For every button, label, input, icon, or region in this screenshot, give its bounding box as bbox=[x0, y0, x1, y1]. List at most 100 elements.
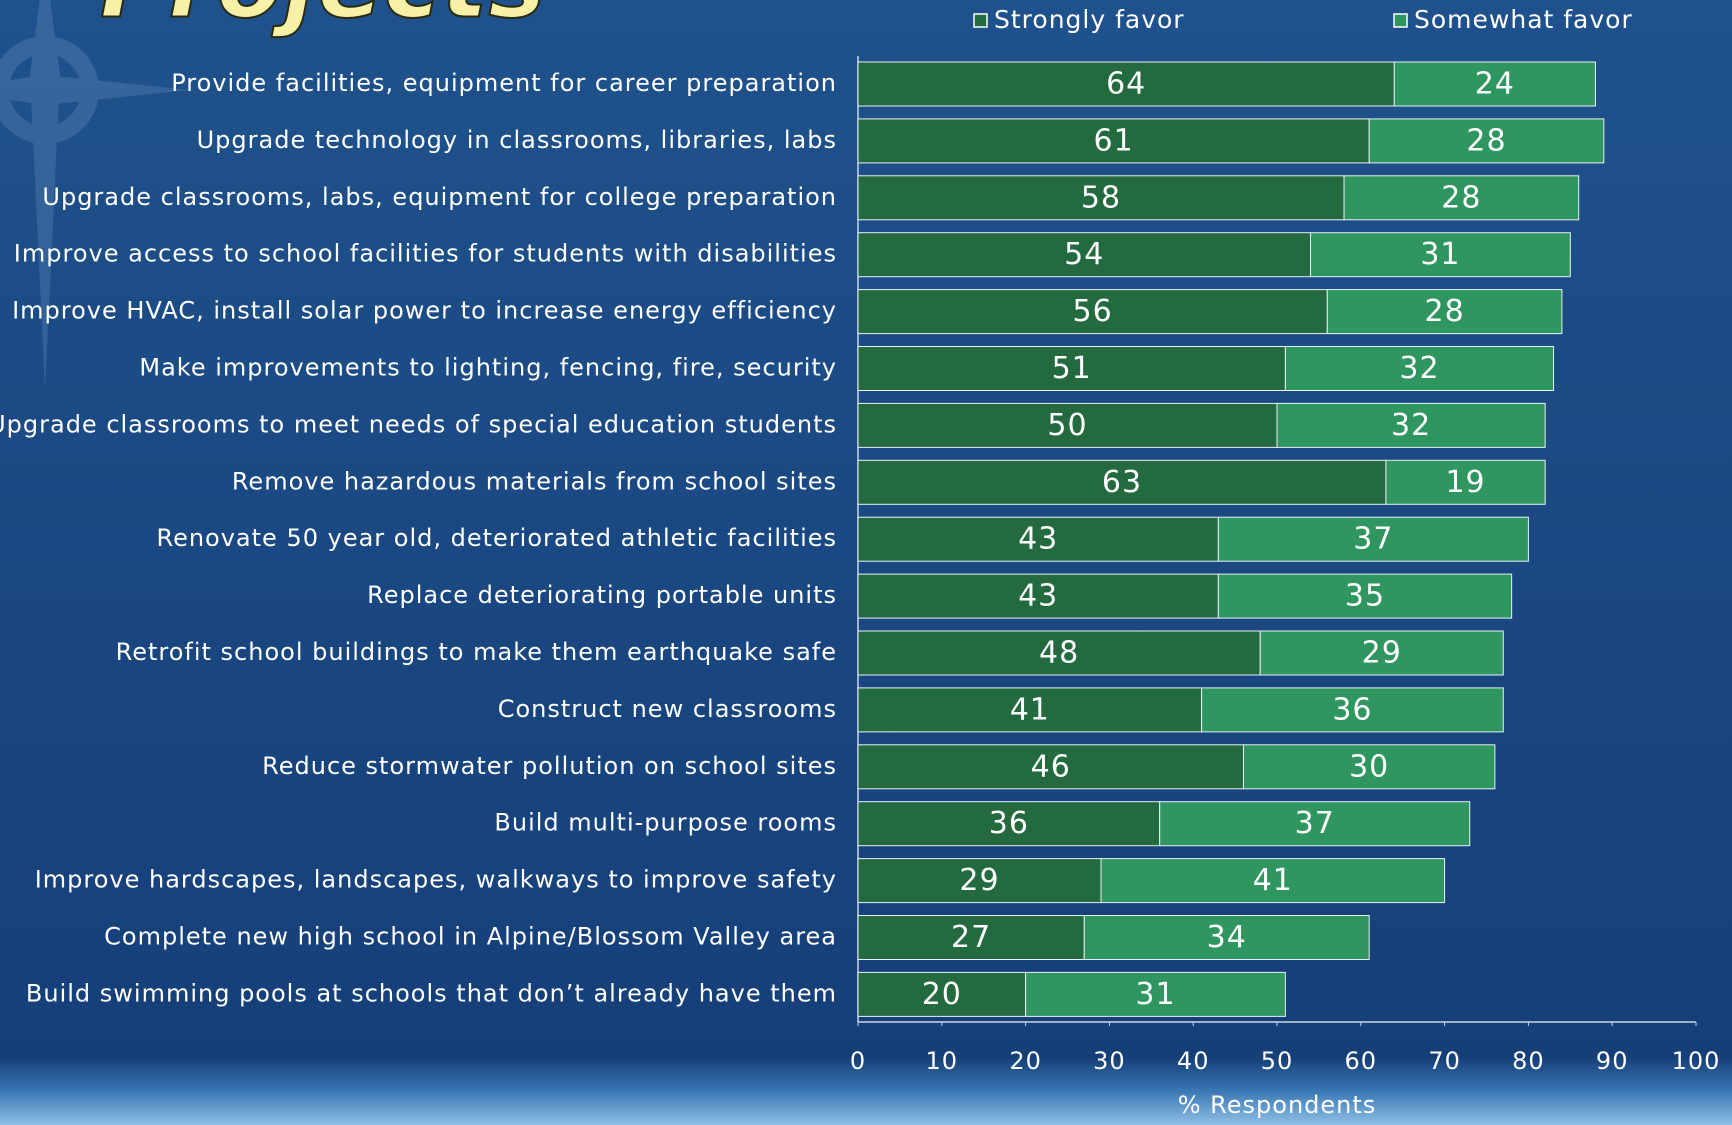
bar-segment bbox=[857, 61, 1395, 107]
bar-segment bbox=[857, 346, 1286, 391]
x-tick-label: 10 bbox=[926, 1047, 959, 1075]
y-tick-label: Upgrade technology in classrooms, librar… bbox=[197, 126, 837, 154]
bar-segment bbox=[857, 232, 1312, 278]
value-label: 54 bbox=[1064, 237, 1104, 272]
value-label: 32 bbox=[1391, 408, 1431, 443]
value-label: 24 bbox=[1475, 67, 1515, 102]
value-label: 19 bbox=[1445, 465, 1485, 500]
legend-label: Somewhat favor bbox=[1414, 5, 1633, 34]
value-label: 29 bbox=[1362, 636, 1402, 671]
value-label: 28 bbox=[1441, 180, 1481, 215]
value-label: 43 bbox=[1018, 522, 1058, 557]
compass-decoration bbox=[0, 0, 190, 390]
y-tick-label: Renovate 50 year old, deteriorated athle… bbox=[156, 524, 837, 552]
chart-title: Projects bbox=[100, 0, 547, 39]
bar-segment bbox=[1100, 858, 1446, 904]
value-label: 31 bbox=[1420, 237, 1460, 272]
value-label: 28 bbox=[1425, 294, 1465, 329]
y-tick-label: Improve HVAC, install solar power to inc… bbox=[12, 297, 837, 325]
bar-segment bbox=[857, 744, 1244, 790]
value-label: 36 bbox=[989, 806, 1029, 841]
value-label: 51 bbox=[1052, 351, 1092, 386]
y-tick-label: Make improvements to lighting, fencing, … bbox=[139, 354, 837, 382]
x-tick-label: 0 bbox=[850, 1047, 866, 1075]
x-tick-label: 70 bbox=[1428, 1047, 1461, 1075]
legend-label: Strongly favor bbox=[994, 5, 1185, 34]
value-label: 43 bbox=[1018, 579, 1058, 614]
y-tick-label: Reduce stormwater pollution on school si… bbox=[262, 752, 837, 780]
y-tick-label: Improve hardscapes, landscapes, walkways… bbox=[35, 866, 837, 894]
bar-segment bbox=[857, 289, 1328, 335]
x-tick-label: 90 bbox=[1596, 1047, 1629, 1075]
x-axis-label: % Respondents bbox=[1178, 1091, 1377, 1119]
y-tick-label: Remove hazardous materials from school s… bbox=[232, 467, 837, 495]
bar-segment bbox=[857, 459, 1387, 505]
y-tick-label: Complete new high school in Alpine/Bloss… bbox=[104, 923, 837, 951]
x-tick-label: 100 bbox=[1672, 1047, 1721, 1075]
bar-segment bbox=[857, 915, 1085, 960]
value-label: 61 bbox=[1093, 123, 1133, 158]
value-label: 32 bbox=[1399, 351, 1439, 386]
value-label: 29 bbox=[959, 863, 999, 898]
legend-swatch bbox=[973, 13, 988, 28]
bar-segment bbox=[857, 801, 1161, 847]
y-tick-label: Upgrade classrooms, labs, equipment for … bbox=[42, 183, 837, 211]
y-tick-label: Build multi-purpose rooms bbox=[494, 809, 837, 837]
value-label: 36 bbox=[1332, 692, 1372, 727]
value-label: 20 bbox=[922, 977, 962, 1012]
bar-segment bbox=[1025, 971, 1286, 1017]
value-label: 41 bbox=[1010, 692, 1050, 727]
bar-segment bbox=[1284, 346, 1555, 391]
bar-segment bbox=[1368, 118, 1605, 164]
value-label: 64 bbox=[1106, 67, 1146, 102]
x-tick-label: 40 bbox=[1177, 1047, 1210, 1075]
x-tick-label: 20 bbox=[1009, 1047, 1042, 1075]
bar-segment bbox=[857, 687, 1203, 733]
x-tick-label: 30 bbox=[1093, 1047, 1126, 1075]
y-tick-label: Retrofit school buildings to make them e… bbox=[116, 638, 837, 666]
x-tick-label: 80 bbox=[1512, 1047, 1545, 1075]
value-label: 50 bbox=[1047, 408, 1087, 443]
y-tick-label: Construct new classrooms bbox=[498, 695, 837, 723]
value-label: 35 bbox=[1345, 579, 1385, 614]
bar-segment bbox=[1343, 175, 1580, 221]
value-label: 58 bbox=[1081, 180, 1121, 215]
value-label: 34 bbox=[1207, 920, 1247, 955]
y-tick-label: Improve access to school facilities for … bbox=[14, 240, 837, 268]
bar-segment bbox=[1276, 402, 1546, 448]
bar-segment bbox=[857, 118, 1370, 164]
bar-segment bbox=[857, 630, 1261, 676]
value-label: 37 bbox=[1353, 522, 1393, 557]
x-tick-label: 60 bbox=[1345, 1047, 1378, 1075]
value-label: 28 bbox=[1466, 123, 1506, 158]
bar-segment bbox=[1326, 289, 1563, 335]
value-label: 27 bbox=[951, 920, 991, 955]
bar-segment bbox=[1242, 744, 1496, 790]
bar-segment bbox=[857, 175, 1345, 221]
y-tick-label: Upgrade classrooms to meet needs of spec… bbox=[0, 410, 837, 438]
value-label: 48 bbox=[1039, 636, 1079, 671]
bar-segment bbox=[1310, 232, 1571, 278]
y-tick-label: Provide facilities, equipment for career… bbox=[171, 69, 837, 97]
value-label: 31 bbox=[1135, 977, 1175, 1012]
bar-segment bbox=[857, 858, 1102, 904]
bar-segment bbox=[1393, 61, 1596, 107]
bar-segment bbox=[1259, 630, 1504, 676]
legend-swatch bbox=[1393, 13, 1408, 28]
value-label: 41 bbox=[1253, 863, 1293, 898]
bar-segment bbox=[857, 971, 1027, 1017]
y-tick-label: Build swimming pools at schools that don… bbox=[26, 979, 837, 1007]
value-label: 37 bbox=[1295, 806, 1335, 841]
value-label: 56 bbox=[1073, 294, 1113, 329]
bar-segment bbox=[1201, 687, 1504, 733]
bar-segment bbox=[1217, 573, 1513, 619]
value-label: 30 bbox=[1349, 749, 1389, 784]
value-label: 63 bbox=[1102, 465, 1142, 500]
value-label: 46 bbox=[1031, 749, 1071, 784]
bar-segment bbox=[1159, 801, 1471, 847]
bar-segment bbox=[1217, 516, 1529, 562]
bar-segment bbox=[1083, 915, 1370, 960]
bar-segment bbox=[1385, 459, 1546, 505]
y-tick-label: Replace deteriorating portable units bbox=[367, 581, 837, 609]
